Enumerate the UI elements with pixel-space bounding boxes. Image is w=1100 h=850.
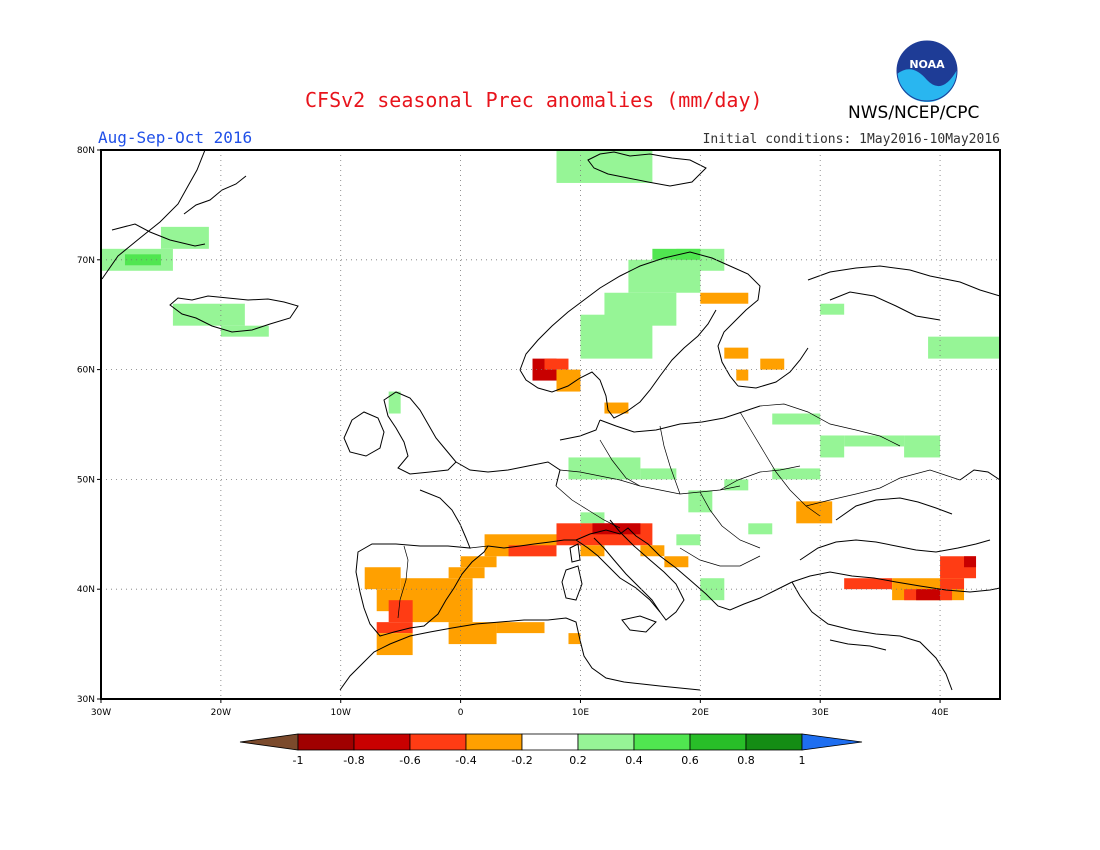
map-frame bbox=[100, 149, 1001, 700]
lat-tick-label: 70N bbox=[77, 256, 95, 266]
anomaly-cell bbox=[940, 578, 965, 590]
lon-tick-label: 40E bbox=[931, 708, 948, 718]
legend-tick-label: -0.8 bbox=[343, 754, 364, 767]
lon-tick-label: 20W bbox=[211, 708, 231, 718]
legend-tick-label: -0.2 bbox=[511, 754, 532, 767]
initial-conditions-label: Initial conditions: 1May2016-10May2016 bbox=[702, 132, 1000, 147]
legend-tick-label: -0.4 bbox=[455, 754, 476, 767]
legend-tick-label: -1 bbox=[293, 754, 304, 767]
anomaly-cell bbox=[508, 545, 557, 557]
legend-tick-label: 0.8 bbox=[737, 754, 755, 767]
anomaly-cell bbox=[592, 523, 641, 535]
map-title: CFSv2 seasonal Prec anomalies (mm/day) bbox=[305, 88, 763, 112]
anomaly-cell bbox=[640, 468, 677, 480]
lon-tick-label: 0 bbox=[458, 708, 464, 718]
lon-tick-label: 10W bbox=[331, 708, 351, 718]
legend-swatch bbox=[353, 733, 411, 751]
anomaly-cell bbox=[688, 490, 713, 513]
season-label: Aug-Sep-Oct 2016 bbox=[98, 128, 253, 147]
anomaly-cell bbox=[844, 578, 893, 590]
anomaly-cell bbox=[796, 501, 833, 524]
anomaly-cell bbox=[760, 358, 785, 370]
country-borders bbox=[397, 403, 961, 619]
anomaly-cell bbox=[844, 435, 905, 447]
lat-tick-label: 40N bbox=[77, 585, 95, 595]
lat-tick-label: 30N bbox=[77, 695, 95, 705]
anomaly-cell bbox=[544, 358, 569, 370]
lon-tick-label: 30W bbox=[91, 708, 111, 718]
lat-tick-label: 50N bbox=[77, 475, 95, 485]
noaa-logo-icon: NOAA bbox=[896, 40, 958, 103]
anomaly-cell bbox=[772, 468, 821, 480]
anomaly-cell bbox=[772, 413, 821, 425]
anomaly-cell bbox=[604, 292, 677, 326]
anomaly-cell bbox=[376, 622, 413, 634]
anomaly-cell bbox=[724, 479, 749, 491]
anomaly-cell bbox=[748, 523, 773, 535]
anomaly-cell bbox=[928, 336, 1000, 359]
anomaly-cell bbox=[736, 369, 749, 381]
agency-label: NWS/NCEP/CPC bbox=[848, 103, 980, 123]
anomaly-cell bbox=[580, 512, 605, 524]
axis-labels: 30N 40N 50N 60N 70N 80N 30W 20W 10W 0 10E 20E 30E 40E bbox=[77, 146, 949, 718]
anomaly-cell bbox=[916, 589, 941, 601]
anomaly-cell bbox=[964, 556, 977, 568]
anomaly-cell bbox=[640, 545, 665, 557]
anomaly-cell bbox=[388, 600, 413, 623]
anomaly-cell bbox=[604, 402, 629, 414]
anomaly-cell bbox=[820, 435, 845, 458]
anomaly-cell bbox=[820, 303, 845, 315]
colorbar-legend: -1 -0.8 -0.6 -0.4 -0.2 0.2 0.4 0.6 0.8 1 bbox=[239, 733, 863, 767]
anomaly-cell bbox=[700, 292, 749, 304]
anomaly-cell bbox=[364, 567, 401, 590]
legend-swatch bbox=[689, 733, 747, 751]
anomaly-cell bbox=[376, 633, 413, 656]
anomaly-cell bbox=[460, 556, 497, 568]
anomaly-cell bbox=[676, 534, 701, 546]
anomaly-cell bbox=[652, 248, 701, 260]
anomaly-cell bbox=[448, 622, 497, 645]
lat-lon-grid bbox=[101, 150, 1000, 699]
anomaly-cell bbox=[496, 622, 545, 634]
legend-swatch bbox=[409, 733, 467, 751]
anomaly-cells bbox=[101, 150, 1000, 656]
legend-tick-label: 1 bbox=[799, 754, 806, 767]
anomaly-cell bbox=[580, 545, 605, 557]
anomaly-cell bbox=[700, 578, 725, 601]
anomaly-cell bbox=[904, 435, 941, 458]
legend-swatch bbox=[577, 733, 635, 751]
legend-swatch-above bbox=[801, 733, 863, 751]
legend-swatch bbox=[745, 733, 803, 751]
noaa-logo-text: NOAA bbox=[909, 58, 945, 71]
anomaly-cell bbox=[124, 254, 161, 266]
lon-tick-label: 30E bbox=[812, 708, 829, 718]
legend-swatch-below bbox=[239, 733, 299, 751]
anomaly-cell bbox=[664, 556, 689, 568]
anomaly-cell bbox=[556, 369, 581, 392]
lat-tick-label: 80N bbox=[77, 146, 95, 156]
legend-swatch bbox=[297, 733, 355, 751]
lon-tick-label: 20E bbox=[692, 708, 709, 718]
legend-swatch bbox=[633, 733, 691, 751]
coastlines bbox=[101, 150, 1000, 691]
anomaly-cell bbox=[448, 567, 485, 579]
lon-tick-label: 10E bbox=[572, 708, 589, 718]
anomaly-cell bbox=[568, 633, 581, 645]
anomaly-cell bbox=[724, 347, 749, 359]
legend-tick-label: -0.6 bbox=[399, 754, 420, 767]
legend-swatch bbox=[465, 733, 523, 751]
anomaly-cell bbox=[388, 391, 401, 414]
legend-tick-label: 0.4 bbox=[625, 754, 643, 767]
legend-tick-label: 0.6 bbox=[681, 754, 699, 767]
lat-tick-label: 60N bbox=[77, 366, 95, 376]
anomaly-cell bbox=[160, 226, 209, 249]
legend-swatch bbox=[521, 733, 579, 751]
anomaly-cell bbox=[568, 457, 641, 480]
anomaly-cell bbox=[172, 303, 245, 326]
legend-tick-label: 0.2 bbox=[569, 754, 587, 767]
